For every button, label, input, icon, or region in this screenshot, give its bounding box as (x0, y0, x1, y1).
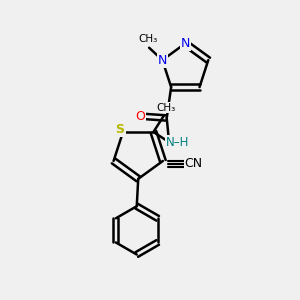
Text: CH₃: CH₃ (157, 103, 176, 112)
Text: N: N (158, 54, 167, 67)
Text: CN: CN (185, 158, 203, 170)
Text: N–H: N–H (166, 136, 189, 148)
Text: O: O (135, 110, 145, 123)
Text: N: N (181, 37, 190, 50)
Text: CH₃: CH₃ (138, 34, 157, 44)
Text: S: S (116, 122, 124, 136)
